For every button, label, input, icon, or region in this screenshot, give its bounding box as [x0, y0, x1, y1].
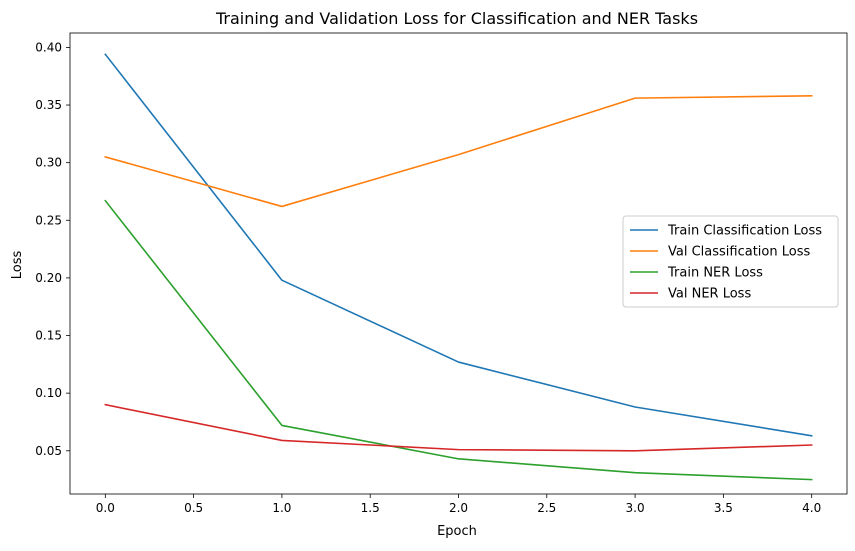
legend-box — [622, 215, 839, 308]
series-line-train-classification-loss — [104, 53, 813, 437]
x-tick-label: 1.5 — [361, 501, 380, 515]
x-tick-label: 2.0 — [449, 501, 468, 515]
legend-label: Train NER Loss — [667, 266, 763, 281]
x-tick-label: 4.0 — [802, 501, 821, 515]
axis-ticks: 0.0 0.5 1.0 1.5 2.0 2.5 3.0 3.5 4.0 0.05 0.10 0.15 0… — [35, 40, 821, 515]
x-tick-label: 3.5 — [714, 501, 733, 515]
x-tick-label: 0.0 — [96, 501, 115, 515]
x-tick-label: 3.0 — [626, 501, 645, 515]
y-tick-label: 0.05 — [35, 444, 62, 458]
legend: Train Classification Loss Val Classificat… — [622, 215, 839, 308]
x-tick-label: 1.0 — [272, 501, 291, 515]
y-tick-label: 0.25 — [35, 213, 62, 227]
y-tick-label: 0.40 — [35, 40, 62, 54]
series-lines — [104, 53, 813, 481]
chart-title: Training and Validation Loss for Classif… — [215, 9, 698, 28]
series-line-val-classification-loss — [104, 94, 813, 208]
y-tick-label: 0.10 — [35, 386, 62, 400]
y-tick-label: 0.20 — [35, 271, 62, 285]
x-axis-label: Epoch — [437, 524, 477, 539]
y-tick-label: 0.35 — [35, 98, 62, 112]
series-line-train-ner-loss — [104, 199, 813, 481]
legend-label: Val NER Loss — [668, 287, 751, 302]
series-line-val-ner-loss — [104, 403, 813, 452]
x-tick-label: 0.5 — [184, 501, 203, 515]
legend-label: Val Classification Loss — [668, 245, 810, 260]
y-tick-label: 0.15 — [35, 329, 62, 343]
y-axis-label: Loss — [10, 251, 25, 280]
x-tick-label: 2.5 — [537, 501, 556, 515]
y-tick-label: 0.30 — [35, 156, 62, 170]
legend-label: Train Classification Loss — [667, 224, 822, 239]
